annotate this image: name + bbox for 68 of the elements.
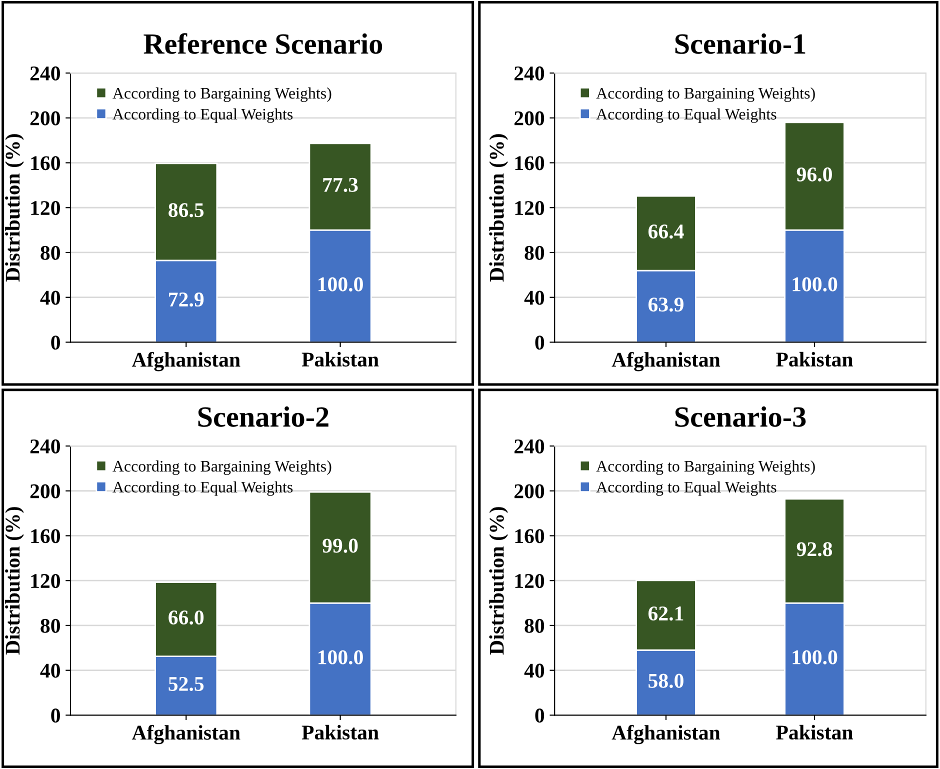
x-tick-label: Pakistan	[776, 724, 853, 740]
data-label: 58.0	[648, 674, 684, 688]
legend-label: According to Bargaining Weights)	[112, 460, 332, 475]
y-axis-title: Distribution (%)	[489, 134, 508, 282]
legend-label: According to Bargaining Weights)	[596, 87, 815, 102]
y-tick-label: 200	[30, 111, 60, 126]
data-label: 72.9	[169, 292, 204, 307]
chart-title: Scenario-3	[675, 406, 806, 427]
y-tick-label: 120	[31, 574, 60, 588]
y-tick-label: 40	[40, 664, 60, 678]
data-label: 92.8	[796, 542, 832, 556]
legend-label: According to Equal Weights	[112, 108, 293, 123]
legend-label: According to Equal Weights	[112, 481, 293, 496]
chart-title: Reference Scenario	[144, 33, 382, 54]
data-label: 100.0	[792, 277, 838, 292]
x-tick-label: Afghanistan	[132, 724, 240, 744]
y-tick-label: 120	[31, 201, 60, 216]
y-tick-label: 200	[30, 484, 60, 498]
legend-label: According to Bargaining Weights)	[112, 87, 332, 102]
data-label: 52.5	[168, 676, 204, 692]
y-tick-label: 120	[515, 201, 544, 216]
y-tick-label: 120	[515, 574, 544, 588]
y-tick-label: 240	[514, 439, 544, 454]
y-tick-label: 160	[515, 529, 544, 544]
y-tick-label: 40	[40, 290, 60, 305]
y-tick-label: 240	[30, 66, 60, 80]
y-tick-label: 200	[514, 484, 544, 498]
x-tick-label: Afghanistan	[612, 724, 720, 744]
x-tick-label: Pakistan	[302, 352, 379, 367]
x-tick-label: Pakistan	[776, 352, 853, 367]
data-label: 66.0	[168, 610, 204, 625]
legend-label: According to Equal Weights	[596, 108, 776, 123]
y-tick-label: 40	[524, 290, 544, 305]
chart-title: Scenario-1	[675, 33, 806, 54]
y-tick-label: 80	[40, 246, 60, 260]
y-tick-label: 160	[31, 156, 60, 170]
data-label: 96.0	[796, 167, 832, 182]
legend-label: According to Bargaining Weights)	[596, 460, 815, 475]
x-tick-label: Afghanistan	[132, 352, 240, 372]
y-tick-label: 0	[51, 336, 60, 350]
data-label: 77.3	[323, 178, 358, 192]
chart-title: Scenario-2	[198, 406, 328, 427]
data-label: 100.0	[792, 650, 838, 664]
y-tick-label: 80	[40, 618, 60, 633]
y-tick-label: 80	[524, 618, 544, 633]
y-tick-label: 40	[524, 664, 544, 678]
y-axis-title: Distribution (%)	[5, 134, 24, 282]
y-tick-label: 0	[51, 708, 60, 723]
y-tick-label: 240	[514, 66, 544, 80]
y-tick-label: 0	[535, 336, 544, 350]
legend-label: According to Equal Weights	[596, 481, 776, 496]
x-tick-label: Pakistan	[302, 724, 379, 740]
data-label: 100.0	[318, 650, 363, 664]
y-tick-label: 0	[535, 708, 544, 723]
y-tick-label: 80	[524, 246, 544, 260]
data-label: 63.9	[648, 298, 684, 312]
y-tick-label: 240	[30, 439, 60, 454]
y-tick-label: 200	[514, 111, 544, 126]
data-label: 62.1	[648, 606, 684, 621]
y-axis-title: Distribution (%)	[5, 507, 24, 655]
data-label: 86.5	[168, 203, 204, 218]
x-tick-label: Afghanistan	[612, 352, 720, 372]
y-tick-label: 160	[31, 529, 60, 544]
y-tick-label: 160	[515, 156, 544, 170]
data-label: 99.0	[322, 538, 358, 553]
data-label: 100.0	[318, 277, 363, 292]
data-label: 66.4	[648, 224, 684, 239]
y-axis-title: Distribution (%)	[489, 507, 508, 655]
